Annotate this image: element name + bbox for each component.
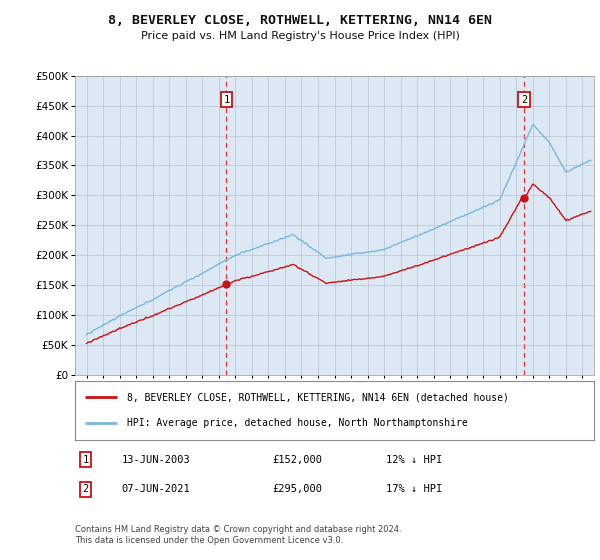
Text: Contains HM Land Registry data © Crown copyright and database right 2024.
This d: Contains HM Land Registry data © Crown c… <box>75 525 401 545</box>
Text: 8, BEVERLEY CLOSE, ROTHWELL, KETTERING, NN14 6EN (detached house): 8, BEVERLEY CLOSE, ROTHWELL, KETTERING, … <box>127 392 509 402</box>
Text: Price paid vs. HM Land Registry's House Price Index (HPI): Price paid vs. HM Land Registry's House … <box>140 31 460 41</box>
Text: £295,000: £295,000 <box>272 484 322 494</box>
Text: 13-JUN-2003: 13-JUN-2003 <box>122 455 190 465</box>
Text: £152,000: £152,000 <box>272 455 322 465</box>
Text: 2: 2 <box>521 95 527 105</box>
Text: 2: 2 <box>82 484 89 494</box>
Text: 1: 1 <box>82 455 89 465</box>
Text: 8, BEVERLEY CLOSE, ROTHWELL, KETTERING, NN14 6EN: 8, BEVERLEY CLOSE, ROTHWELL, KETTERING, … <box>108 14 492 27</box>
Text: 07-JUN-2021: 07-JUN-2021 <box>122 484 190 494</box>
Text: 17% ↓ HPI: 17% ↓ HPI <box>386 484 443 494</box>
Text: 12% ↓ HPI: 12% ↓ HPI <box>386 455 443 465</box>
Text: HPI: Average price, detached house, North Northamptonshire: HPI: Average price, detached house, Nort… <box>127 418 467 428</box>
Text: 1: 1 <box>223 95 230 105</box>
